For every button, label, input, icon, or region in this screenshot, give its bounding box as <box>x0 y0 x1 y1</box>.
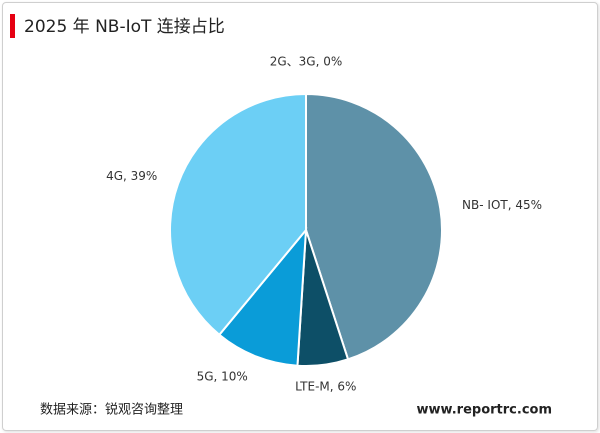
pie-slice <box>217 226 308 367</box>
website: www.reportrc.com <box>417 403 552 418</box>
title-marker <box>10 14 15 38</box>
pie-slice <box>169 92 307 337</box>
data-label: 4G, 39% <box>106 169 157 183</box>
data-label: LTE-M, 6% <box>295 379 356 393</box>
pie-slice <box>305 92 443 361</box>
data-label: 5G, 10% <box>197 369 248 383</box>
data-label: NB- IOT, 45% <box>462 198 542 212</box>
data-label: 2G、3G, 0% <box>270 55 343 69</box>
source: 数据来源：锐观咨询整理 <box>40 403 183 418</box>
chart-title: 2025 年 NB-IoT 连接占比 <box>24 17 225 37</box>
